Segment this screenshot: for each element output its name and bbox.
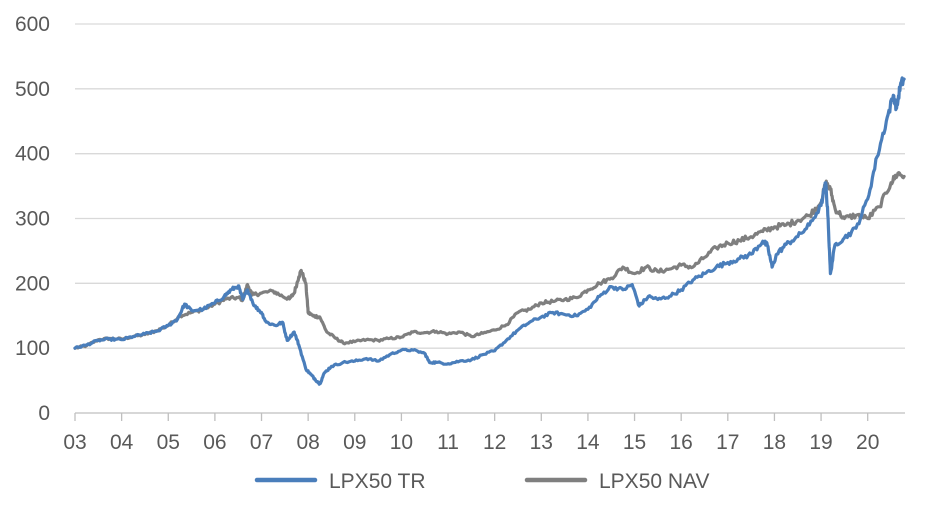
- x-tick-label-16: 16: [670, 431, 693, 454]
- x-tick-label-19: 19: [809, 431, 832, 454]
- y-tick-label-300: 300: [15, 208, 50, 231]
- legend-label-lpx50-tr: LPX50 TR: [329, 470, 426, 493]
- x-tick-label-13: 13: [530, 431, 553, 454]
- series-line-lpx50-nav: [73, 171, 906, 350]
- x-tick-label-07: 07: [250, 431, 273, 454]
- x-axis: [74, 412, 905, 421]
- series-line-lpx50-tr: [73, 76, 906, 386]
- x-tick-label-20: 20: [856, 431, 879, 454]
- legend-label-lpx50-nav: LPX50 NAV: [599, 470, 710, 493]
- x-tick-label-04: 04: [110, 431, 134, 454]
- x-tick-label-12: 12: [483, 431, 506, 454]
- y-tick-label-400: 400: [15, 143, 50, 166]
- x-tick-label-15: 15: [623, 431, 646, 454]
- y-tick-label-600: 600: [15, 13, 50, 36]
- x-tick-label-03: 03: [63, 431, 86, 454]
- x-tick-label-14: 14: [576, 431, 600, 454]
- y-tick-label-200: 200: [15, 272, 50, 295]
- legend: LPX50 TR LPX50 NAV: [254, 470, 710, 493]
- x-tick-label-18: 18: [763, 431, 786, 454]
- x-tick-label-17: 17: [716, 431, 739, 454]
- y-axis-tick-labels: 0 100 200 300 400 500 600: [15, 13, 50, 425]
- x-axis-tick-labels: 03 04 05 06 07 08 09 10 11 12 13 14 15 16 17 18 19 20: [63, 431, 879, 454]
- y-tick-label-0: 0: [38, 402, 50, 425]
- series-lines: [73, 76, 906, 386]
- gridlines: [75, 23, 905, 349]
- x-tick-label-05: 05: [157, 431, 180, 454]
- x-tick-label-06: 06: [203, 431, 226, 454]
- x-tick-label-08: 08: [296, 431, 319, 454]
- y-tick-label-500: 500: [15, 78, 50, 101]
- x-tick-label-09: 09: [343, 431, 366, 454]
- y-tick-label-100: 100: [15, 337, 50, 360]
- x-tick-label-10: 10: [390, 431, 413, 454]
- x-tick-label-11: 11: [437, 431, 459, 454]
